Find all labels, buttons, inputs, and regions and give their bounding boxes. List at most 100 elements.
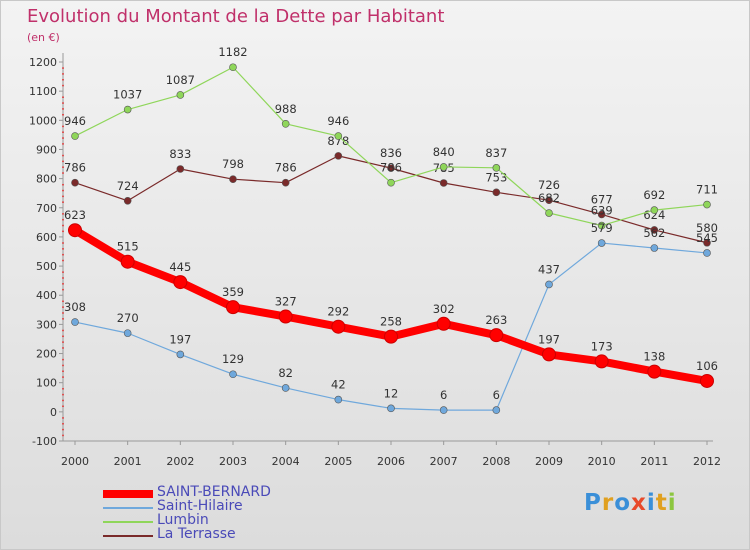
legend-swatch <box>103 507 153 509</box>
data-point <box>176 91 185 99</box>
legend-label: Saint-Hilaire <box>157 498 243 514</box>
data-label: 545 <box>696 231 718 245</box>
x-tick-label: 2000 <box>61 455 89 468</box>
y-minor-tick <box>62 434 64 437</box>
data-label: 6 <box>440 388 447 402</box>
data-point <box>173 275 188 290</box>
data-point <box>331 319 346 334</box>
data-label: 786 <box>380 161 402 175</box>
data-point <box>68 223 82 238</box>
data-point <box>703 238 711 247</box>
data-point <box>597 239 606 247</box>
y-minor-tick <box>62 96 64 98</box>
y-minor-tick <box>62 166 64 168</box>
logo-letter: o <box>614 490 632 516</box>
series-lumbin: 946 1037 1087 1182 988 946 786 840 837 682 639 692 7… <box>64 45 718 230</box>
y-minor-tick <box>62 213 64 215</box>
axes: -100 0 100 200 300 400 500 600 700 800 900 1000 1100… <box>29 53 721 468</box>
y-minor-tick <box>62 347 64 349</box>
data-label: 327 <box>275 295 297 309</box>
series-line-saint-bernard <box>72 226 708 385</box>
y-minor-tick <box>62 253 64 256</box>
data-label: 292 <box>327 305 349 319</box>
data-point <box>650 226 659 234</box>
data-point <box>650 206 659 214</box>
y-minor-tick <box>62 189 64 192</box>
data-label: 878 <box>327 134 349 148</box>
y-tick-label: 600 <box>36 231 57 244</box>
y-minor-tick <box>62 218 64 221</box>
data-label: 6 <box>493 388 500 402</box>
data-label: 579 <box>591 221 613 235</box>
data-label: 580 <box>696 221 718 235</box>
y-minor-tick <box>62 329 64 332</box>
y-minor-tick <box>62 230 64 233</box>
data-point <box>334 152 343 160</box>
y-minor-tick <box>62 417 64 419</box>
data-label: 129 <box>222 352 244 366</box>
legend-swatch <box>103 535 153 537</box>
data-point <box>176 165 185 173</box>
data-point <box>436 316 451 331</box>
y-minor-tick <box>62 84 64 87</box>
data-label: 12 <box>384 386 399 400</box>
y-tick-label: -100 <box>32 435 57 448</box>
logo-letter: P <box>584 490 602 516</box>
data-point <box>229 370 237 379</box>
data-label: 988 <box>275 102 297 116</box>
data-point <box>281 178 290 187</box>
data-point <box>176 350 185 359</box>
y-minor-tick <box>62 428 64 431</box>
data-label: 1087 <box>166 73 195 87</box>
data-label: 639 <box>591 204 613 218</box>
data-point <box>226 300 240 315</box>
y-minor-tick <box>62 405 64 408</box>
y-minor-tick <box>62 376 64 378</box>
data-point <box>703 249 711 257</box>
data-label: 726 <box>538 178 560 192</box>
data-label: 786 <box>64 161 86 175</box>
data-label: 837 <box>485 146 507 160</box>
y-tick-label: 700 <box>36 202 57 215</box>
data-point <box>492 406 501 414</box>
y-tick-label: 900 <box>36 143 57 156</box>
chart-title: Evolution du Montant de la Dette par Hab… <box>27 6 445 27</box>
y-minor-tick <box>62 137 64 139</box>
data-point <box>492 188 501 197</box>
data-point <box>439 179 448 187</box>
logo-letter: i <box>667 490 677 516</box>
data-point <box>387 178 395 187</box>
data-label: 302 <box>433 302 455 316</box>
y-minor-tick <box>62 300 64 303</box>
data-label: 562 <box>643 226 665 240</box>
x-tick-label: 2005 <box>324 455 352 468</box>
x-tick-label: 2003 <box>219 455 247 468</box>
data-point <box>542 347 556 362</box>
data-label: 263 <box>485 313 507 327</box>
y-minor-tick <box>62 183 64 186</box>
data-point <box>650 244 659 252</box>
y-minor-tick <box>62 195 64 198</box>
x-tick-label: 2004 <box>272 455 300 468</box>
legend-label: Lumbin <box>157 512 209 528</box>
y-tick-label: 100 <box>36 377 57 390</box>
data-label: 840 <box>433 145 455 159</box>
data-label: 106 <box>696 359 718 373</box>
data-label: 258 <box>380 315 402 329</box>
logo-letter: x <box>631 490 647 516</box>
data-label: 1037 <box>113 88 142 102</box>
y-tick-label: 200 <box>36 348 57 361</box>
y-minor-tick <box>62 131 64 133</box>
y-minor-tick <box>62 125 64 128</box>
data-point <box>229 175 237 183</box>
data-point <box>439 163 448 171</box>
data-point <box>229 63 237 72</box>
y-minor-tick <box>62 248 64 250</box>
y-tick-label: 400 <box>36 289 57 302</box>
logo-letter: r <box>601 490 615 516</box>
data-point <box>597 210 606 219</box>
y-tick-label: 1100 <box>29 85 57 98</box>
data-label: 1182 <box>218 45 247 59</box>
x-tick-label: 2011 <box>640 455 668 468</box>
y-minor-tick <box>62 113 64 116</box>
